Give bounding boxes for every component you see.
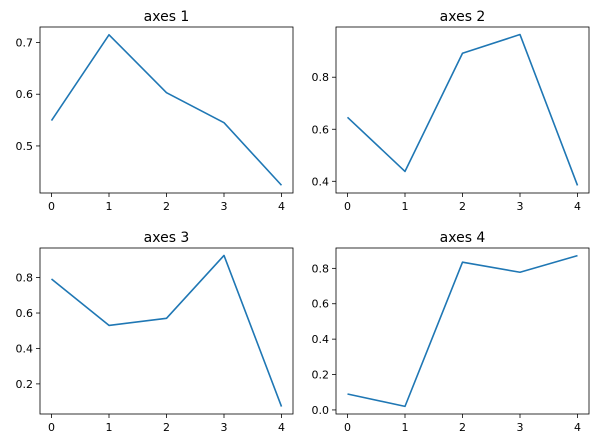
x-tick-label: 4 [574, 200, 581, 213]
y-tick-label: 0.6 [312, 123, 330, 136]
x-tick-label: 0 [48, 421, 55, 434]
y-tick-label: 0.4 [312, 175, 330, 188]
x-tick-label: 1 [402, 200, 409, 213]
axes-4: axes 4 0 1 2 3 4 0.0 0.2 0.4 0.6 0.8 [312, 230, 590, 434]
x-tick-label: 3 [517, 421, 524, 434]
y-tick-label: 0.8 [312, 262, 330, 275]
y-tick-label: 0.6 [16, 307, 34, 320]
axes-3: axes 3 0 1 2 3 4 0.2 0.4 0.6 0.8 [16, 230, 294, 434]
x-tick-label: 4 [278, 200, 285, 213]
y-tick-label: 0.8 [312, 71, 330, 84]
axes-2: axes 2 0 1 2 3 4 0.4 0.6 0.8 [312, 9, 590, 213]
y-tick-label: 0.5 [16, 140, 34, 153]
y-tick-label: 0.6 [16, 88, 34, 101]
axes-title: axes 1 [144, 9, 190, 25]
axes-title: axes 4 [440, 230, 486, 246]
x-tick-label: 2 [459, 200, 466, 213]
x-tick-label: 1 [106, 200, 113, 213]
axes-1: axes 1 0 1 2 3 4 0.5 0.6 0.7 [16, 9, 294, 213]
x-tick-label: 3 [221, 200, 228, 213]
y-tick-label: 0.7 [16, 37, 34, 50]
x-tick-label: 0 [48, 200, 55, 213]
y-tick-label: 0.6 [312, 298, 330, 311]
x-tick-label: 2 [163, 421, 170, 434]
x-tick-label: 4 [574, 421, 581, 434]
x-tick-label: 3 [517, 200, 524, 213]
series-line [50, 33, 283, 186]
x-tick-label: 2 [163, 200, 170, 213]
series-line [346, 33, 579, 186]
y-tick-label: 0.4 [312, 333, 330, 346]
x-tick-label: 0 [344, 421, 351, 434]
x-tick-label: 1 [106, 421, 113, 434]
x-tick-label: 0 [344, 200, 351, 213]
axes-title: axes 3 [144, 230, 190, 246]
x-tick-label: 1 [402, 421, 409, 434]
series-line [50, 254, 283, 407]
y-tick-label: 0.2 [16, 378, 34, 391]
y-tick-label: 0.0 [312, 404, 330, 417]
axes-title: axes 2 [440, 9, 486, 25]
y-tick-label: 0.2 [312, 369, 330, 382]
x-tick-label: 2 [459, 421, 466, 434]
y-tick-label: 0.8 [16, 272, 34, 285]
x-tick-label: 3 [221, 421, 228, 434]
x-tick-label: 4 [278, 421, 285, 434]
series-line [347, 254, 578, 408]
y-tick-label: 0.4 [16, 342, 34, 355]
